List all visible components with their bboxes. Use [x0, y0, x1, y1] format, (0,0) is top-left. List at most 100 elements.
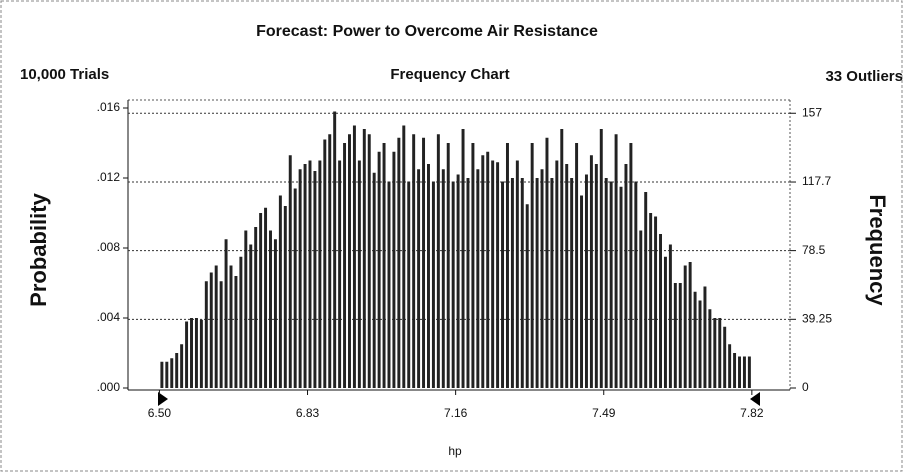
bar	[614, 134, 618, 388]
bar	[333, 111, 337, 388]
bar	[283, 206, 287, 388]
bar	[431, 181, 435, 388]
chart-subtitle: Frequency Chart	[390, 66, 509, 83]
bar	[352, 125, 356, 388]
bar	[545, 137, 549, 388]
bar	[510, 178, 514, 388]
bar	[224, 239, 228, 388]
bar	[639, 230, 643, 388]
y2-tick-label: 117.7	[802, 174, 831, 188]
bar	[644, 192, 648, 388]
y2-tick-label: 39.25	[802, 311, 832, 325]
x-tick-label: 7.16	[444, 406, 468, 420]
bar	[308, 160, 312, 388]
bar	[742, 356, 746, 388]
bar	[436, 134, 440, 388]
bar	[520, 178, 524, 388]
y2-tick-label: 157	[802, 105, 822, 119]
y2-tick-label: 78.5	[802, 243, 826, 257]
bar	[668, 244, 672, 388]
bar	[382, 143, 386, 388]
bar	[540, 169, 544, 388]
bar	[288, 155, 292, 388]
bar	[708, 309, 712, 388]
bar	[486, 151, 490, 388]
bar	[190, 318, 193, 388]
bar	[249, 244, 253, 388]
bar	[476, 169, 480, 388]
bar	[367, 134, 371, 388]
y-tick-label: .008	[97, 240, 121, 254]
bar	[723, 326, 727, 388]
x-tick-label: 7.49	[592, 406, 616, 420]
bar	[629, 143, 633, 388]
y2-tick-label: 0	[802, 380, 809, 394]
bar	[634, 181, 638, 388]
bar	[214, 265, 218, 388]
bar	[264, 207, 268, 388]
bar	[185, 321, 189, 388]
bar	[412, 134, 416, 388]
bar	[194, 318, 198, 388]
bar	[728, 344, 732, 388]
bar	[659, 234, 662, 388]
bar	[713, 318, 717, 388]
left-certainty-marker	[158, 392, 168, 406]
right-certainty-marker	[750, 392, 760, 406]
bar	[693, 291, 697, 388]
y-tick-label: .012	[97, 170, 121, 184]
y-axis-label: Probability	[26, 192, 51, 306]
bar	[422, 137, 426, 388]
x-tick-label: 6.83	[296, 406, 320, 420]
bar	[417, 169, 421, 388]
bar	[451, 181, 455, 388]
bar	[619, 186, 623, 388]
y2-axis-label: Frequency	[865, 194, 890, 306]
outliers-annotation: 33 Outliers	[825, 68, 903, 85]
bar	[575, 143, 579, 388]
bar	[570, 178, 574, 388]
bar	[738, 356, 741, 388]
bar	[525, 204, 529, 388]
bar	[209, 272, 213, 388]
bar	[273, 239, 277, 388]
y-tick-label: .004	[97, 310, 121, 324]
y-tick-label: .016	[97, 100, 121, 114]
bar	[580, 195, 584, 388]
bar	[584, 174, 588, 388]
bar	[372, 172, 376, 388]
bar	[234, 276, 238, 388]
trials-annotation: 10,000 Trials	[20, 66, 109, 83]
bar	[698, 300, 702, 388]
bar	[303, 164, 307, 388]
bar	[594, 164, 598, 388]
bar	[688, 262, 692, 388]
bar	[254, 227, 258, 388]
bar	[402, 125, 406, 388]
bar	[278, 195, 282, 388]
bar	[293, 188, 297, 388]
bar	[392, 151, 396, 388]
bar	[678, 283, 682, 388]
x-tick-label: 7.82	[740, 406, 764, 420]
bar	[624, 164, 628, 388]
bar	[175, 353, 179, 388]
bar	[219, 281, 223, 388]
bar	[663, 256, 667, 388]
bar	[165, 361, 169, 388]
bar	[397, 137, 401, 388]
bar	[491, 160, 495, 388]
bar	[550, 178, 554, 388]
bar	[387, 181, 391, 388]
bar	[348, 134, 351, 388]
bar	[555, 160, 559, 388]
bar	[204, 281, 208, 388]
bar	[362, 129, 366, 388]
bar	[530, 143, 534, 388]
bar	[718, 318, 722, 388]
bar	[259, 213, 263, 388]
bar	[535, 178, 539, 388]
bar	[565, 164, 569, 388]
